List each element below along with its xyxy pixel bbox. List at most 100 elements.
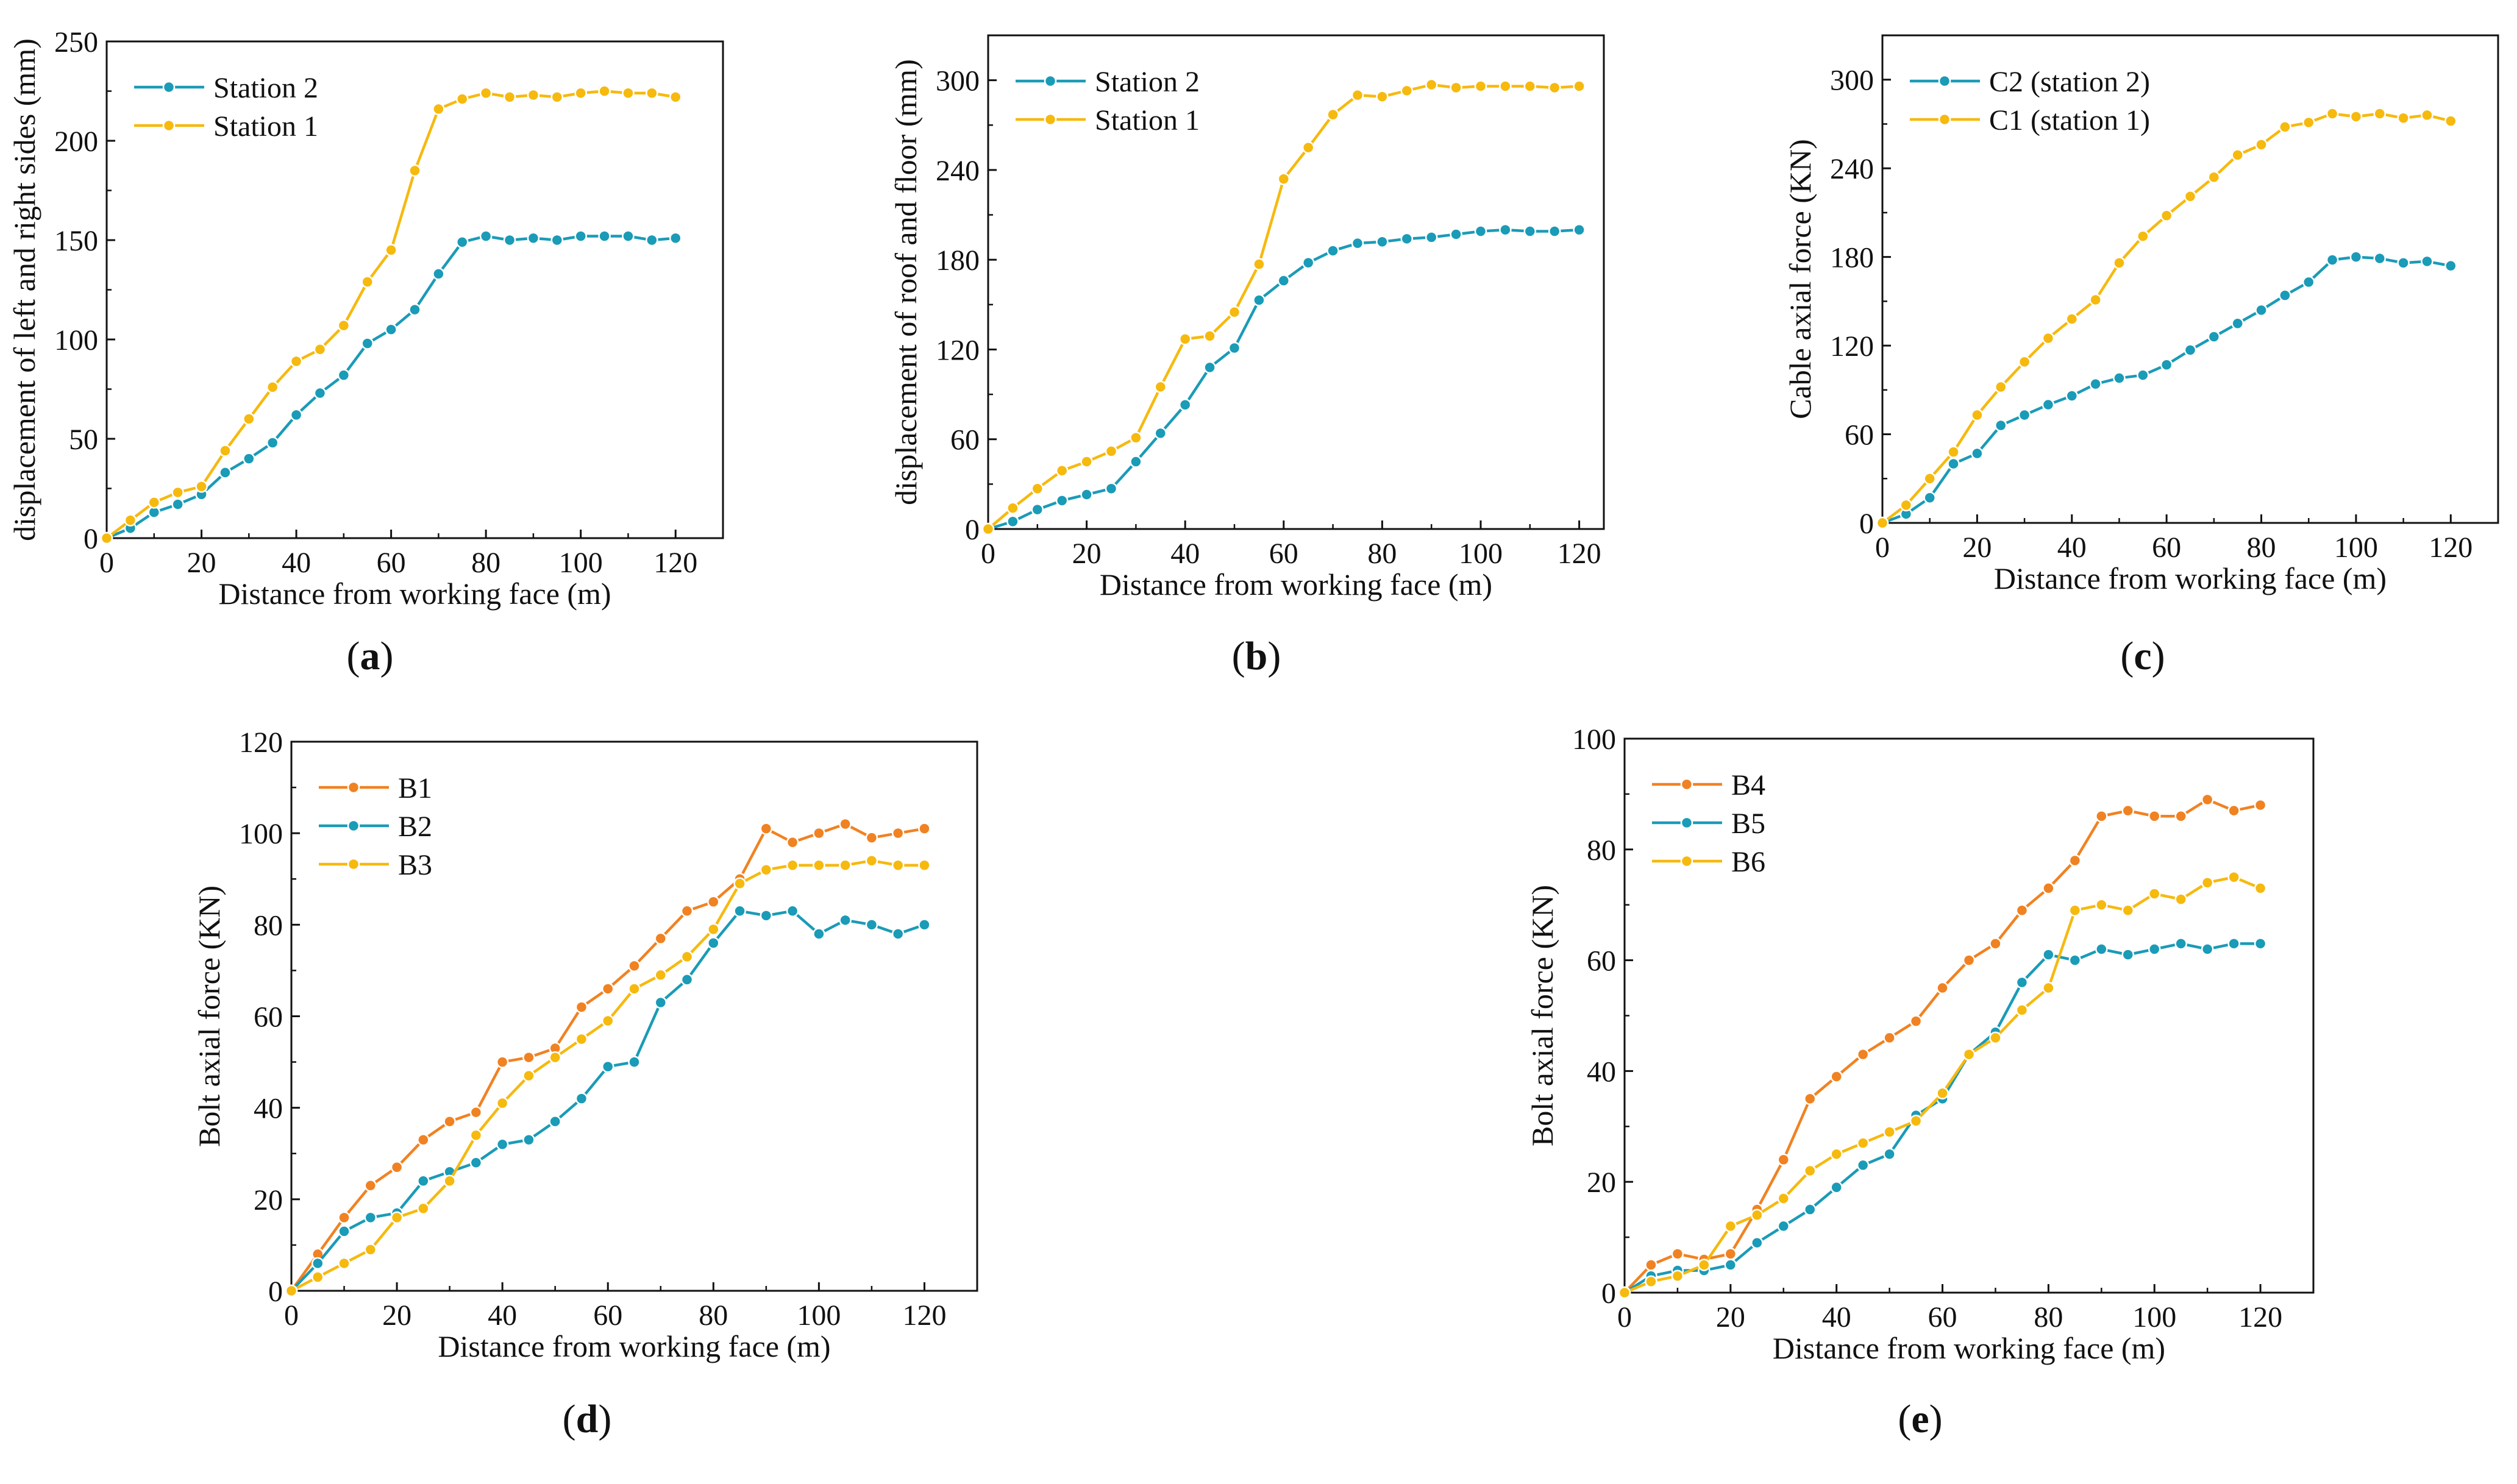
data-point xyxy=(338,1211,351,1224)
data-point xyxy=(1548,225,1561,238)
legend-marker xyxy=(162,80,176,94)
data-point xyxy=(2201,943,2214,956)
x-axis-title: Distance from working face (m) xyxy=(1773,1331,2165,1365)
series-line xyxy=(987,83,1579,530)
data-point xyxy=(1724,1248,1737,1260)
series-b6 xyxy=(1618,871,2267,1299)
x-tick-label: 0 xyxy=(99,547,114,579)
data-point xyxy=(550,91,564,104)
legend-marker xyxy=(1680,854,1693,868)
y-tick-label: 300 xyxy=(936,65,980,98)
x-tick-label: 20 xyxy=(187,547,216,579)
data-point xyxy=(2254,937,2267,950)
data-point xyxy=(2302,116,2315,129)
x-tick-label: 120 xyxy=(1558,538,1601,570)
data-point xyxy=(2255,138,2268,151)
y-tick-label: 40 xyxy=(1587,1056,1616,1088)
x-tick-label: 120 xyxy=(2238,1301,2282,1333)
data-point xyxy=(479,230,493,243)
data-point xyxy=(1671,1248,1684,1260)
data-point xyxy=(601,1014,614,1028)
data-point xyxy=(469,1156,483,1170)
data-point xyxy=(2137,369,2149,382)
x-tick-label: 40 xyxy=(1822,1301,1851,1333)
data-point xyxy=(622,230,635,243)
data-point xyxy=(1856,1137,1870,1149)
data-point xyxy=(865,918,878,931)
data-point xyxy=(760,822,773,835)
data-point xyxy=(1909,1015,1923,1028)
data-point xyxy=(1830,1181,1843,1194)
data-point xyxy=(408,164,421,177)
data-point xyxy=(219,466,232,479)
chart-panel-a: 0 20 40 60 80 100 120 0 50 100 150 200 250 Distance f… xyxy=(7,26,724,678)
data-point xyxy=(361,275,374,288)
data-point xyxy=(2015,904,2029,917)
data-point xyxy=(2373,252,2387,265)
data-point xyxy=(522,1133,535,1146)
data-point xyxy=(496,1138,509,1151)
data-point xyxy=(2121,948,2135,961)
data-point xyxy=(2042,398,2055,411)
series-line xyxy=(105,90,676,539)
panel-label: (c) xyxy=(2120,634,2165,678)
data-point xyxy=(733,904,746,918)
data-point xyxy=(2326,254,2339,266)
data-point xyxy=(891,928,905,940)
x-tick-label: 100 xyxy=(797,1299,841,1332)
x-axis-title: Distance from working face (m) xyxy=(1100,567,1492,602)
y-tick-label: 120 xyxy=(239,726,283,759)
data-point xyxy=(2279,121,2291,133)
legend-label: C2 (station 2) xyxy=(1989,66,2150,98)
x-tick-label: 80 xyxy=(2247,531,2276,564)
data-point xyxy=(1883,1148,1896,1160)
legend-label: Station 2 xyxy=(1095,66,1200,98)
x-tick-label: 100 xyxy=(559,547,603,579)
data-point xyxy=(2015,1004,2029,1017)
data-point xyxy=(2421,255,2433,268)
data-point xyxy=(1351,88,1364,102)
data-point xyxy=(1474,225,1487,238)
y-axis-title: Bolt axial force (KN) xyxy=(192,886,226,1147)
data-point xyxy=(1645,1275,1657,1288)
y-tick-label: 100 xyxy=(54,324,98,357)
data-point xyxy=(1154,380,1167,394)
data-point xyxy=(2184,190,2197,203)
data-point xyxy=(1962,954,1976,967)
data-point xyxy=(2174,810,2187,823)
data-point xyxy=(574,230,587,243)
data-point xyxy=(598,230,611,243)
data-point xyxy=(1006,502,1019,514)
data-point xyxy=(1923,491,1936,505)
x-tick-label: 0 xyxy=(1617,1301,1632,1333)
legend-label: B4 xyxy=(1731,769,1765,801)
data-point xyxy=(1080,455,1093,468)
data-point xyxy=(1883,1031,1896,1045)
data-point xyxy=(1947,446,1960,458)
data-point xyxy=(266,380,279,394)
data-point xyxy=(1751,1209,1764,1221)
data-point xyxy=(669,232,682,244)
data-point xyxy=(654,968,668,982)
y-tick-label: 0 xyxy=(268,1276,283,1308)
data-point xyxy=(2231,317,2244,330)
data-point xyxy=(2068,854,2082,867)
data-point xyxy=(361,337,374,350)
y-tick-label: 180 xyxy=(1830,242,1874,274)
data-point xyxy=(575,1032,588,1046)
data-point xyxy=(622,87,635,100)
data-point xyxy=(601,1060,614,1073)
series-line xyxy=(106,235,676,540)
series-line xyxy=(290,822,925,1292)
y-tick-label: 120 xyxy=(936,334,980,366)
data-point xyxy=(654,932,668,945)
panel-label: (b) xyxy=(1232,634,1281,678)
data-point xyxy=(1228,341,1241,355)
plot-frame xyxy=(1623,737,2315,1294)
data-point xyxy=(1499,223,1512,236)
x-tick-label: 60 xyxy=(593,1299,622,1332)
data-point xyxy=(364,1243,377,1256)
chart-panel-b: 0 20 40 60 80 100 120 0 60 120 180 240 300 Distance f… xyxy=(889,34,1605,678)
x-tick-label: 40 xyxy=(282,547,311,579)
y-tick-label: 0 xyxy=(84,523,98,555)
